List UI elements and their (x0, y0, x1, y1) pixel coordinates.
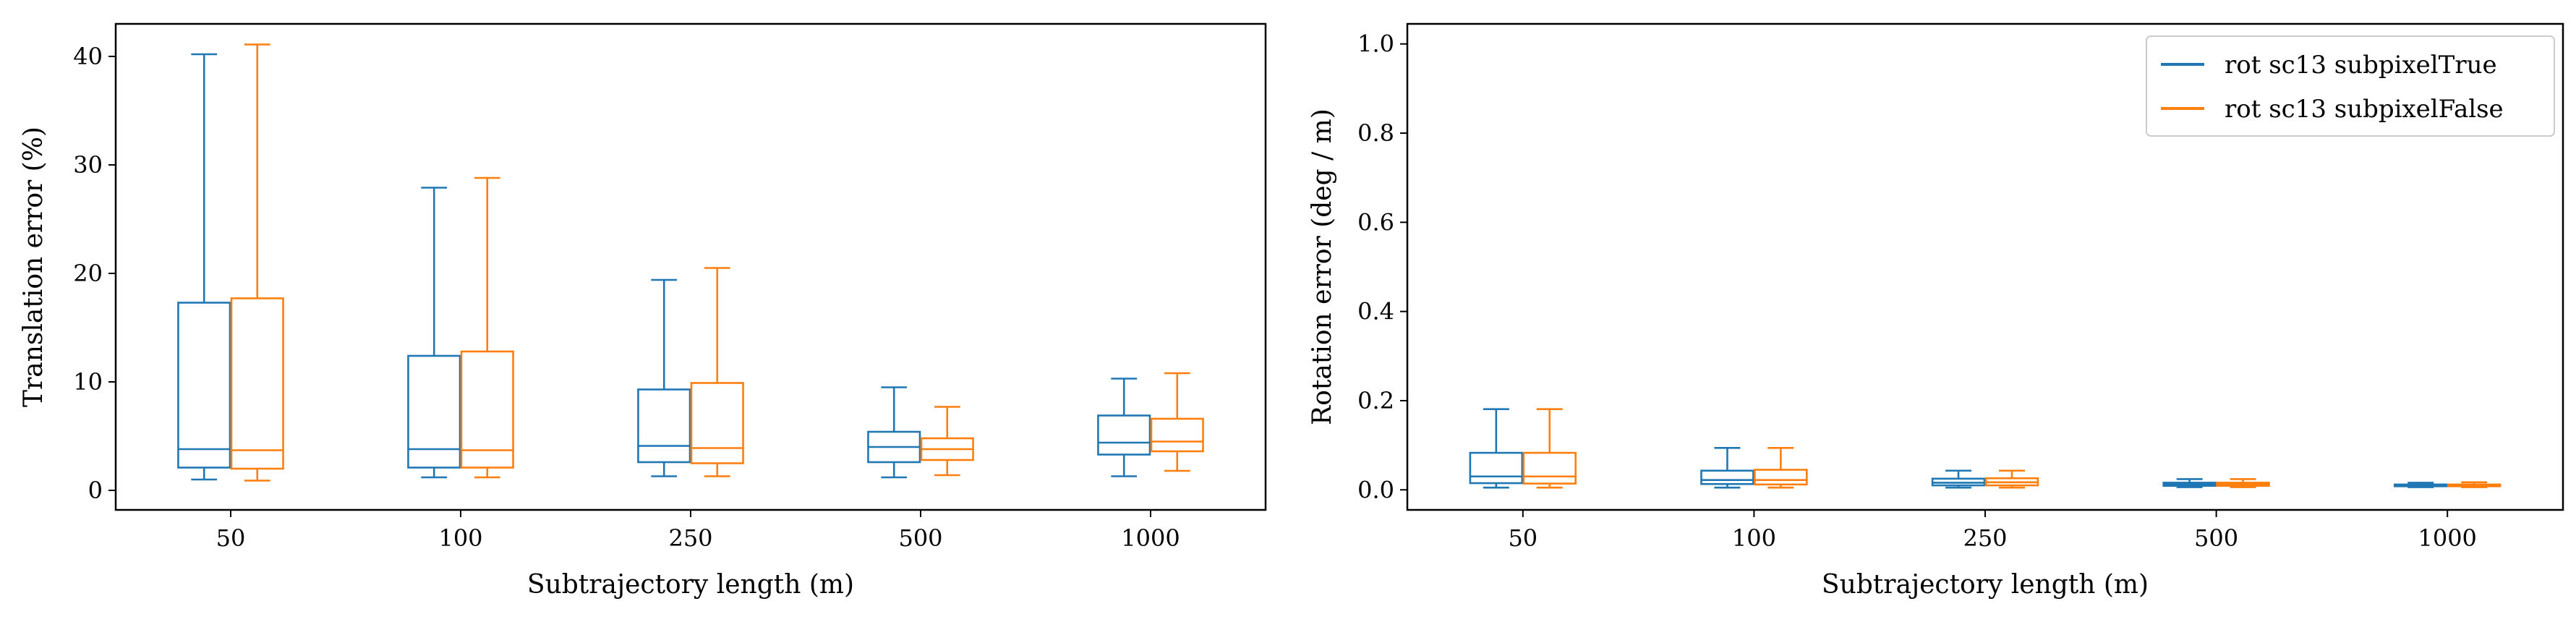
rotation-box-subpixel-false (1522, 408, 1577, 489)
rotation-x-ticks: 50 100 250 500 1000 (1508, 510, 2477, 552)
rotation-y-tick-label: 0.2 (1357, 387, 1394, 414)
translation-box-subpixel-true (177, 53, 231, 481)
translation-x-tick-label: 250 (668, 524, 712, 552)
translation-box-subpixel-false (920, 406, 974, 477)
rotation-box-subpixel-false (1754, 447, 1808, 489)
rotation-box-subpixel-false (2216, 478, 2270, 488)
rotation-y-tick-label: 0.8 (1357, 119, 1394, 147)
rotation-y-axis-label: Rotation error (deg / m) (1308, 108, 1337, 425)
translation-x-tick-label: 500 (898, 524, 942, 552)
rotation-y-tick-label: 0.0 (1357, 476, 1394, 503)
rotation-x-tick-label: 100 (1732, 524, 1776, 552)
translation-y-tick-label: 30 (73, 151, 103, 179)
rotation-error-plot: 0.0 0.2 0.4 0.6 0.8 1.0 50 100 250 500 1000 Subtr… (1308, 22, 2564, 600)
translation-x-tick-label: 100 (438, 524, 482, 552)
translation-x-axis-label: Subtrajectory length (m) (527, 570, 854, 600)
translation-box-subpixel-false (230, 43, 284, 482)
rotation-y-tick-label: 0.6 (1357, 208, 1394, 236)
translation-y-tick-label: 10 (73, 368, 103, 396)
translation-y-tick-label: 0 (88, 477, 103, 504)
translation-x-tick-label: 1000 (1121, 524, 1180, 552)
rotation-box-subpixel-false (2447, 481, 2502, 488)
rotation-y-ticks: 0.0 0.2 0.4 0.6 0.8 1.0 (1357, 30, 1407, 503)
rotation-box-subpixel-true (1931, 469, 1986, 489)
translation-box-subpixel-false (1150, 372, 1204, 472)
translation-y-tick-label: 40 (73, 43, 103, 70)
translation-error-plot: 0 10 20 30 40 50 100 250 500 1000 Subtrajectory … (19, 22, 1267, 600)
translation-x-tick-label: 50 (216, 524, 246, 552)
translation-box-marks (177, 43, 1204, 482)
translation-box-subpixel-true (1097, 378, 1151, 477)
translation-box-subpixel-false (460, 176, 514, 479)
translation-x-ticks: 50 100 250 500 1000 (216, 510, 1180, 552)
translation-box-subpixel-false (690, 267, 744, 477)
rotation-x-tick-label: 250 (1963, 524, 2007, 552)
rotation-x-tick-label: 1000 (2418, 524, 2476, 552)
legend-frame (2146, 35, 2555, 137)
translation-box-subpixel-true (867, 386, 921, 479)
translation-y-tick-label: 20 (73, 260, 103, 287)
rotation-box-subpixel-true (1469, 408, 1524, 489)
legend-label-subpixel-true: rot sc13 subpixelTrue (2225, 51, 2497, 80)
legend-label-subpixel-false: rot sc13 subpixelFalse (2225, 95, 2504, 124)
rotation-box-marks (1469, 408, 2502, 489)
translation-y-axis-label: Translation error (%) (19, 127, 48, 407)
translation-box-subpixel-true (407, 187, 461, 479)
legend: rot sc13 subpixelTrue rot sc13 subpixelF… (2146, 35, 2555, 137)
rotation-box-subpixel-true (1700, 447, 1754, 489)
rotation-x-axis-label: Subtrajectory length (m) (1822, 570, 2149, 600)
rotation-x-tick-label: 50 (1508, 524, 1538, 552)
rotation-box-subpixel-false (1984, 469, 2039, 489)
rotation-y-tick-label: 0.4 (1357, 298, 1394, 325)
translation-box-subpixel-true (637, 278, 691, 477)
translation-y-ticks: 0 10 20 30 40 (73, 43, 116, 504)
rotation-y-tick-label: 1.0 (1357, 30, 1394, 58)
rotation-box-subpixel-true (2393, 482, 2448, 488)
rotation-x-tick-label: 500 (2194, 524, 2238, 552)
rotation-box-subpixel-true (2162, 478, 2217, 488)
